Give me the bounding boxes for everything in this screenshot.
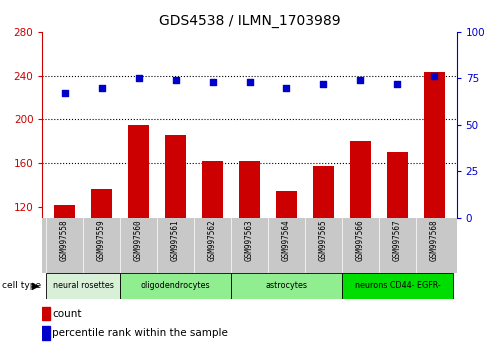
Bar (387, 152, 408, 218)
Point (60, 90, 68, 96)
Point (282, 85, 290, 91)
Text: GSM997564: GSM997564 (282, 219, 291, 261)
Bar (42, 326, 50, 340)
Point (431, 74, 439, 79)
Text: GSM997568: GSM997568 (430, 219, 439, 261)
Bar (46, 273, 120, 299)
Point (209, 79, 217, 85)
Bar (165, 135, 186, 218)
Point (246, 79, 253, 85)
Text: GSM997562: GSM997562 (208, 219, 217, 261)
Bar (276, 192, 296, 218)
Bar (313, 166, 334, 218)
Point (135, 75, 143, 81)
Bar (120, 273, 231, 299)
Text: percentile rank within the sample: percentile rank within the sample (52, 328, 228, 338)
Bar (231, 273, 342, 299)
Bar (342, 273, 453, 299)
Text: GSM997560: GSM997560 (134, 219, 143, 261)
Text: GSM997558: GSM997558 (60, 219, 69, 261)
Text: GSM997567: GSM997567 (393, 219, 402, 261)
Bar (54, 205, 75, 218)
Text: ▶: ▶ (32, 281, 40, 291)
Bar (42, 307, 50, 320)
Text: GSM997563: GSM997563 (245, 219, 254, 261)
Text: neural rosettes: neural rosettes (53, 281, 114, 290)
Point (393, 81, 401, 87)
Bar (203, 161, 223, 218)
Text: GSM997565: GSM997565 (319, 219, 328, 261)
Text: GSM997559: GSM997559 (97, 219, 106, 261)
Point (356, 78, 364, 83)
Point (172, 78, 180, 83)
Text: GSM997561: GSM997561 (171, 219, 180, 261)
Bar (424, 72, 445, 218)
Text: astrocytes: astrocytes (265, 281, 307, 290)
Point (98, 85, 106, 91)
Title: GDS4538 / ILMN_1703989: GDS4538 / ILMN_1703989 (159, 14, 340, 28)
Text: oligodendrocytes: oligodendrocytes (141, 281, 211, 290)
Text: neurons CD44- EGFR-: neurons CD44- EGFR- (355, 281, 440, 290)
Text: cell type: cell type (2, 281, 41, 290)
Point (319, 81, 327, 87)
Bar (128, 125, 149, 218)
Text: count: count (52, 309, 82, 319)
Bar (350, 141, 371, 218)
Text: GSM997566: GSM997566 (356, 219, 365, 261)
Bar (240, 161, 259, 218)
Bar (91, 189, 112, 218)
